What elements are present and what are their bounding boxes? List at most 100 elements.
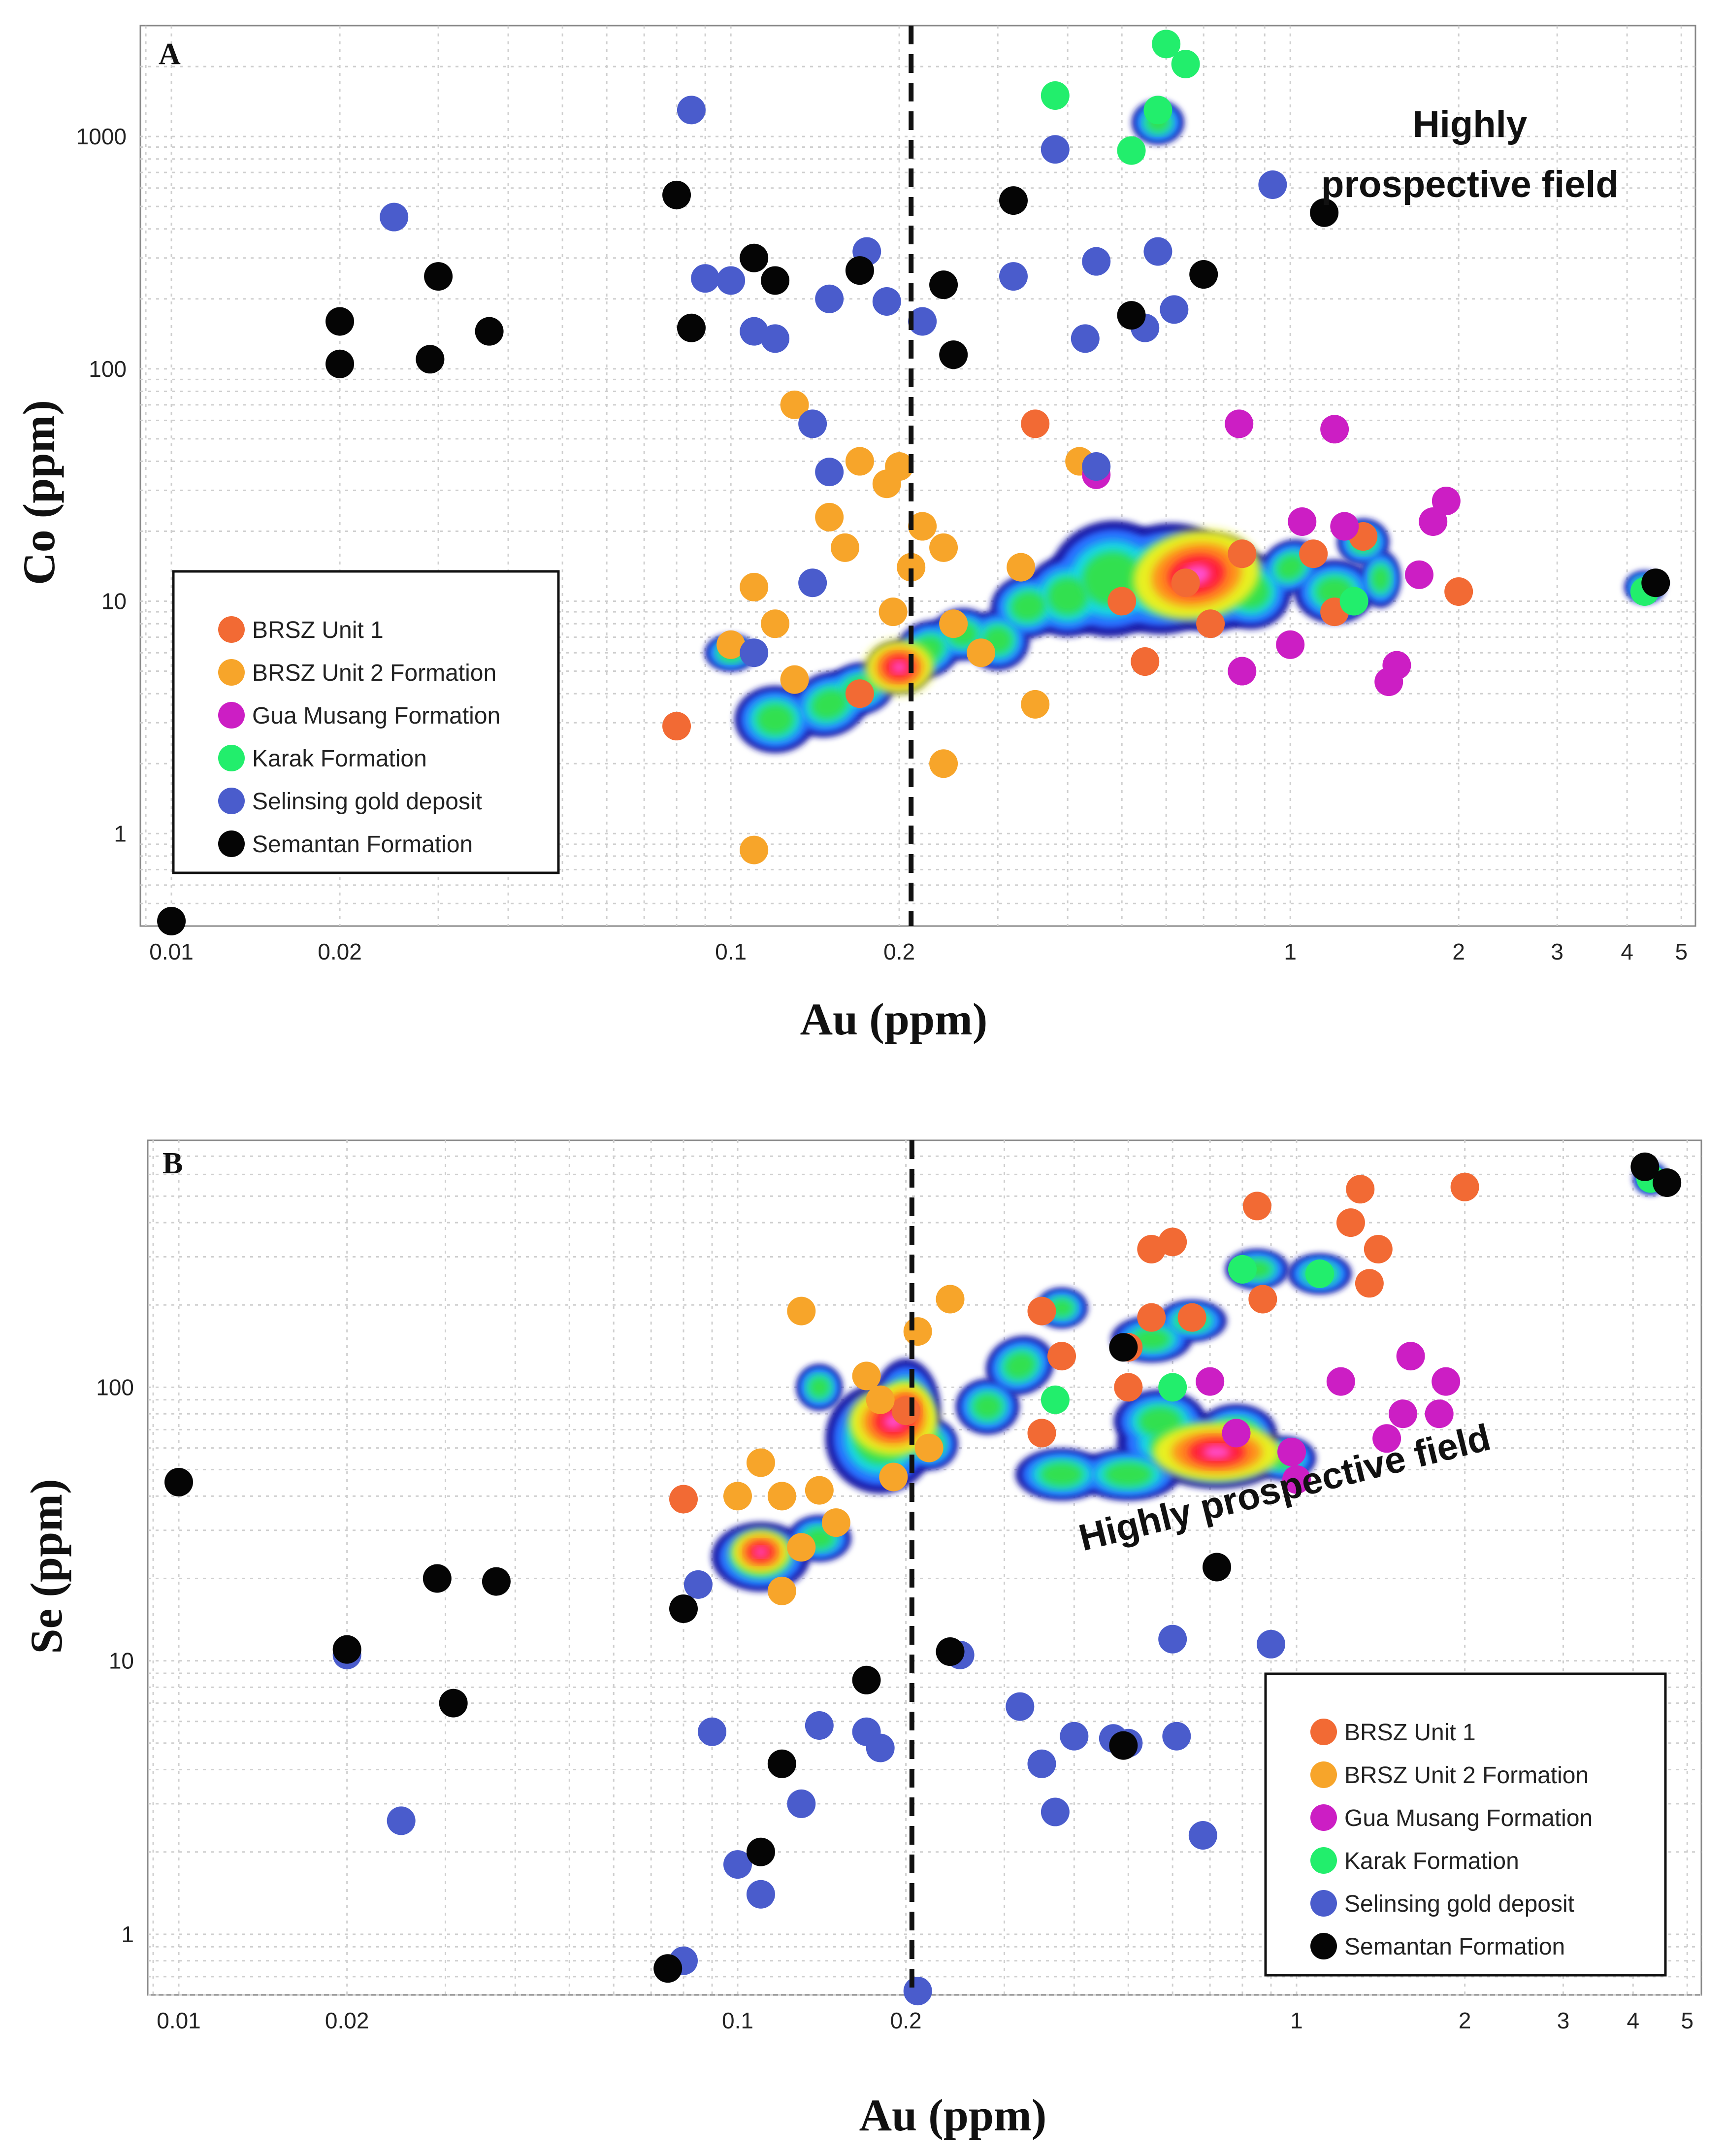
panel-b-legend-marker xyxy=(1310,1847,1337,1874)
panel-b-point-brsz-unit-2-formation xyxy=(787,1533,816,1562)
panel-a-point-gua-musang-formation xyxy=(1432,487,1461,516)
panel-a-point-selinsing-gold-deposit xyxy=(740,638,769,667)
panel-a-density-blob xyxy=(756,703,794,735)
panel-a-point-brsz-unit-2-formation xyxy=(780,665,809,694)
panel-a-point-semantan-formation xyxy=(416,345,445,374)
panel-a-point-semantan-formation xyxy=(999,186,1028,215)
panel-a-point-brsz-unit-2-formation xyxy=(897,553,926,582)
panel-a-point-semantan-formation xyxy=(325,307,355,336)
panel-a-point-semantan-formation xyxy=(475,317,504,346)
panel-a-density-blob xyxy=(1371,565,1390,593)
panel-a-x-tick-label: 2 xyxy=(1452,939,1465,964)
panel-a-x-tick-label: 4 xyxy=(1621,939,1633,964)
panel-a-points xyxy=(157,30,1670,936)
panel-b-point-brsz-unit-2-formation xyxy=(866,1385,895,1414)
panel-a-point-brsz-unit-1 xyxy=(845,679,874,708)
panel-a-point-brsz-unit-1 xyxy=(1299,539,1328,568)
panel-a-density-blob xyxy=(1047,577,1088,616)
panel-b-point-gua-musang-formation xyxy=(1326,1367,1355,1396)
panel-a-density-field xyxy=(705,100,1665,753)
panel-b-point-gua-musang-formation xyxy=(1196,1367,1225,1396)
panel-a-density-blob xyxy=(1010,591,1046,622)
panel-a-point-gua-musang-formation xyxy=(1419,507,1448,536)
panel-a-y-tick-label: 1000 xyxy=(76,124,127,149)
panel-a-point-brsz-unit-1 xyxy=(662,712,691,741)
panel-a-y-label: Co (ppm) xyxy=(14,400,64,585)
panel-b-point-brsz-unit-2-formation xyxy=(914,1433,944,1462)
panel-a-point-brsz-unit-2-formation xyxy=(908,512,937,541)
panel-a-point-selinsing-gold-deposit xyxy=(798,409,827,438)
panel-a-legend-label: Karak Formation xyxy=(252,746,427,772)
panel-b-point-brsz-unit-2-formation xyxy=(746,1448,775,1477)
panel-b-point-gua-musang-formation xyxy=(1388,1399,1417,1428)
panel-a-point-gua-musang-formation xyxy=(1228,657,1257,686)
panel-b-legend-label: Selinsing gold deposit xyxy=(1344,1891,1574,1917)
panel-a-point-brsz-unit-2-formation xyxy=(879,597,908,627)
panel-b-point-selinsing-gold-deposit xyxy=(1060,1722,1089,1751)
panel-a-point-semantan-formation xyxy=(677,313,706,342)
panel-b-point-selinsing-gold-deposit xyxy=(683,1570,713,1599)
panel-b-point-semantan-formation xyxy=(1109,1731,1138,1760)
panel-b-y-tick-label: 100 xyxy=(96,1374,134,1400)
panel-b-point-gua-musang-formation xyxy=(1282,1465,1311,1494)
panel-a-point-brsz-unit-2-formation xyxy=(885,452,914,481)
panel-b-point-selinsing-gold-deposit xyxy=(787,1789,816,1818)
panel-a-point-karak-formation xyxy=(1143,96,1172,125)
panel-a-x-tick-label: 5 xyxy=(1675,939,1688,964)
panel-a-grid xyxy=(140,26,1695,926)
panel-a-legend-marker xyxy=(218,659,245,686)
panel-a-point-semantan-formation xyxy=(662,180,691,209)
panel-a-point-semantan-formation xyxy=(761,266,790,295)
panel-b-point-semantan-formation xyxy=(164,1467,194,1496)
panel-b-point-semantan-formation xyxy=(423,1564,452,1593)
panel-b-density-blob xyxy=(808,1376,830,1398)
panel-a-point-selinsing-gold-deposit xyxy=(815,284,844,313)
panel-a-point-karak-formation xyxy=(1339,587,1368,616)
panel-b-point-karak-formation xyxy=(1228,1255,1257,1284)
panel-a-point-semantan-formation xyxy=(740,243,769,272)
panel-b-point-brsz-unit-1 xyxy=(1027,1296,1056,1326)
panel-b-point-selinsing-gold-deposit xyxy=(903,1977,932,2006)
panel-b-point-brsz-unit-2-formation xyxy=(767,1576,796,1605)
panel-b-density-hotspot xyxy=(754,1547,768,1557)
panel-b-x-tick-label: 1 xyxy=(1290,2008,1303,2033)
panel-b-legend-label: Semantan Formation xyxy=(1344,1934,1565,1960)
panel-b-point-semantan-formation xyxy=(1630,1152,1660,1181)
panel-b-points xyxy=(164,1152,1682,2006)
panel-b-point-brsz-unit-1 xyxy=(1114,1373,1143,1402)
panel-a-legend-marker xyxy=(218,702,245,729)
panel-b-ticks: 0.01 0.02 0.1 0.2 1 2 3 4 5 1 10 100 xyxy=(96,1374,1693,2033)
panel-b-y-label: Se (ppm) xyxy=(21,1479,71,1654)
panel-b-point-gua-musang-formation xyxy=(1277,1437,1306,1466)
panel-b-point-semantan-formation xyxy=(439,1689,468,1718)
panel-b-point-selinsing-gold-deposit xyxy=(1027,1749,1056,1778)
panel-b-point-semantan-formation xyxy=(852,1665,881,1694)
panel-a-point-brsz-unit-2-formation xyxy=(929,533,958,562)
panel-a-point-selinsing-gold-deposit xyxy=(1041,135,1070,164)
panel-a-y-tick-label: 10 xyxy=(101,589,127,614)
panel-b-point-brsz-unit-2-formation xyxy=(936,1285,965,1314)
panel-a-x-tick-label: 0.01 xyxy=(149,939,194,964)
panel-b-x-tick-label: 0.02 xyxy=(325,2008,369,2033)
panel-a-x-tick-label: 0.1 xyxy=(715,939,747,964)
panel-a-x-tick-label: 0.2 xyxy=(883,939,915,964)
panel-b-point-semantan-formation xyxy=(936,1637,965,1666)
panel-b-density-blob xyxy=(1004,1352,1036,1380)
panel-b-point-selinsing-gold-deposit xyxy=(1006,1692,1035,1721)
panel-a-y-tick-label: 100 xyxy=(89,356,127,382)
panel-a-point-brsz-unit-2-formation xyxy=(831,533,860,562)
panel-b-x-tick-label: 2 xyxy=(1459,2008,1471,2033)
panel-a-point-selinsing-gold-deposit xyxy=(872,287,901,316)
panel-a-annotation-line2: prospective field xyxy=(1321,164,1619,205)
panel-a-point-selinsing-gold-deposit xyxy=(677,96,706,125)
panel-b-legend-label: Gua Musang Formation xyxy=(1344,1805,1593,1831)
panel-a-point-brsz-unit-2-formation xyxy=(761,609,790,638)
panel-a-point-semantan-formation xyxy=(845,256,874,285)
panel-a-point-gua-musang-formation xyxy=(1330,512,1359,541)
panel-a-point-semantan-formation xyxy=(157,907,186,936)
panel-b-point-karak-formation xyxy=(1305,1260,1334,1289)
panel-a-point-selinsing-gold-deposit xyxy=(761,324,790,353)
panel-b-density-hotspot xyxy=(1203,1445,1231,1459)
panel-b-point-brsz-unit-1 xyxy=(1242,1192,1271,1221)
